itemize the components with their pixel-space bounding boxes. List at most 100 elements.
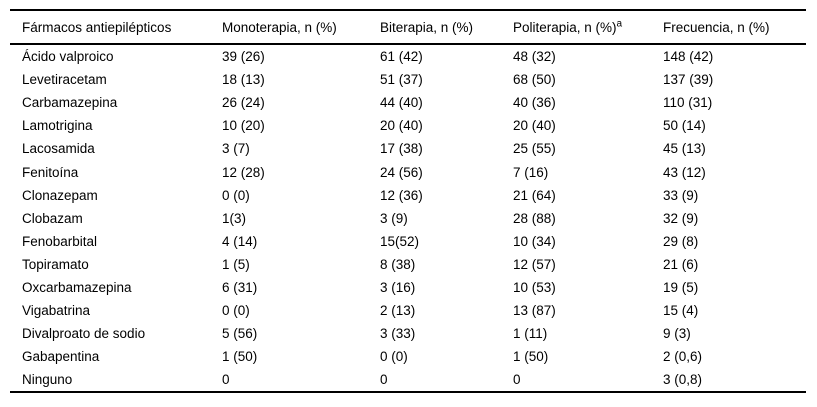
monoterapia-cell: 12 (28) — [222, 164, 265, 180]
biterapia-cell: 2 (13) — [380, 303, 416, 319]
monoterapia-cell: 39 (26) — [222, 49, 265, 65]
frecuencia-cell: 45 (13) — [663, 141, 706, 157]
drug-name-cell: Carbamazepina — [22, 95, 118, 111]
monoterapia-cell: 4 (14) — [222, 233, 258, 249]
drug-name-cell: Fenitoína — [22, 164, 79, 180]
monoterapia-cell: 0 (0) — [222, 303, 250, 319]
drug-name-cell: Gabapentina — [22, 349, 100, 365]
drug-name-cell: Topiramato — [22, 256, 89, 272]
frecuencia-cell: 3 (0,8) — [663, 372, 703, 388]
frecuencia-cell: 32 (9) — [663, 210, 699, 226]
antiepileptics-table-container: Fármacos antiepilépticos Monoterapia, n … — [10, 9, 806, 393]
politerapia-cell: 21 (64) — [513, 187, 556, 203]
politerapia-cell: 48 (32) — [513, 49, 556, 65]
frecuencia-cell: 110 (31) — [663, 95, 713, 111]
biterapia-cell: 8 (38) — [380, 256, 416, 272]
politerapia-cell: 10 (34) — [513, 233, 556, 249]
table-row: Clobazam 1(3) 3 (9) 28 (88) 32 (9) — [10, 207, 806, 230]
biterapia-cell: 61 (42) — [380, 49, 423, 65]
monoterapia-cell: 5 (56) — [222, 326, 258, 342]
biterapia-cell: 17 (38) — [380, 141, 423, 157]
biterapia-cell: 44 (40) — [380, 95, 423, 111]
frecuencia-cell: 9 (3) — [663, 326, 691, 342]
frecuencia-cell: 148 (42) — [663, 49, 714, 65]
column-header-frecuencia: Frecuencia, n (%) — [663, 19, 770, 35]
frecuencia-cell: 2 (0,6) — [663, 349, 703, 365]
biterapia-cell: 3 (16) — [380, 279, 416, 295]
politerapia-cell: 25 (55) — [513, 141, 556, 157]
antiepileptics-table: Fármacos antiepilépticos Monoterapia, n … — [10, 9, 806, 393]
drug-name-cell: Vigabatrina — [22, 303, 91, 319]
table-row: Lacosamida 3 (7) 17 (38) 25 (55) 45 (13) — [10, 137, 806, 160]
column-header-biterapia: Biterapia, n (%) — [380, 19, 474, 35]
drug-name-cell: Lacosamida — [22, 141, 95, 157]
table-row: Lamotrigina 10 (20) 20 (40) 20 (40) 50 (14) — [10, 114, 806, 137]
politerapia-cell: 10 (53) — [513, 279, 556, 295]
drug-name-cell: Levetiracetam — [22, 72, 107, 88]
biterapia-cell: 0 (0) — [380, 349, 408, 365]
table-header: Fármacos antiepilépticos Monoterapia, n … — [10, 10, 806, 44]
table-row: Gabapentina 1 (50) 0 (0) 1 (50) 2 (0,6) — [10, 345, 806, 368]
table-row: Vigabatrina 0 (0) 2 (13) 13 (87) 15 (4) — [10, 299, 806, 322]
frecuencia-cell: 43 (12) — [663, 164, 706, 180]
monoterapia-cell: 26 (24) — [222, 95, 265, 111]
politerapia-cell: 1 (50) — [513, 349, 549, 365]
column-header-politerapia: Politerapia, n (%)a — [513, 10, 663, 44]
politerapia-cell: 68 (50) — [513, 72, 556, 88]
header-row: Fármacos antiepilépticos Monoterapia, n … — [10, 10, 806, 44]
monoterapia-cell: 10 (20) — [222, 118, 265, 134]
monoterapia-cell: 1 (5) — [222, 256, 250, 272]
column-header-farmacos: Fármacos antiepilépticos — [22, 19, 172, 35]
drug-name-cell: Fenobarbital — [22, 233, 98, 249]
table-row: Levetiracetam 18 (13) 51 (37) 68 (50) 137 (3… — [10, 68, 806, 91]
politerapia-cell: 28 (88) — [513, 210, 556, 226]
frecuencia-cell: 29 (8) — [663, 233, 699, 249]
drug-name-cell: Ácido valproico — [22, 49, 114, 65]
table-body: Ácido valproico 39 (26) 61 (42) 48 (32) 148 … — [10, 44, 806, 393]
monoterapia-cell: 0 — [222, 372, 230, 388]
monoterapia-cell: 3 (7) — [222, 141, 250, 157]
frecuencia-cell: 15 (4) — [663, 303, 699, 319]
monoterapia-cell: 1(3) — [222, 210, 247, 226]
frecuencia-cell: 33 (9) — [663, 187, 699, 203]
column-header-monoterapia: Monoterapia, n (%) — [222, 19, 337, 35]
drug-name-cell: Clobazam — [22, 210, 83, 226]
politerapia-cell: 13 (87) — [513, 303, 556, 319]
table-row: Fenitoína 12 (28) 24 (56) 7 (16) 43 (12) — [10, 160, 806, 183]
column-header-politerapia-label: Politerapia, n (%) — [513, 19, 617, 35]
biterapia-cell: 15(52) — [380, 233, 420, 249]
frecuencia-cell: 21 (6) — [663, 256, 699, 272]
monoterapia-cell: 18 (13) — [222, 72, 265, 88]
biterapia-cell: 20 (40) — [380, 118, 423, 134]
table-row: Carbamazepina 26 (24) 44 (40) 40 (36) 110 (3… — [10, 91, 806, 114]
table-row: Topiramato 1 (5) 8 (38) 12 (57) 21 (6) — [10, 253, 806, 276]
politerapia-cell: 40 (36) — [513, 95, 556, 111]
biterapia-cell: 0 — [380, 372, 388, 388]
footnote-marker-a: a — [616, 18, 623, 29]
drug-name-cell: Ninguno — [22, 372, 73, 388]
table-row: Clonazepam 0 (0) 12 (36) 21 (64) 33 (9) — [10, 184, 806, 207]
politerapia-cell: 1 (11) — [513, 326, 548, 342]
politerapia-cell: 7 (16) — [513, 164, 549, 180]
monoterapia-cell: 6 (31) — [222, 279, 258, 295]
monoterapia-cell: 1 (50) — [222, 349, 258, 365]
frecuencia-cell: 19 (5) — [663, 279, 699, 295]
table-row: Ninguno 0 0 0 3 (0,8) — [10, 368, 806, 392]
drug-name-cell: Oxcarbamazepina — [22, 279, 132, 295]
politerapia-cell: 0 — [513, 372, 521, 388]
biterapia-cell: 51 (37) — [380, 72, 423, 88]
drug-name-cell: Lamotrigina — [22, 118, 93, 134]
drug-name-cell: Clonazepam — [22, 187, 98, 203]
table-row: Oxcarbamazepina 6 (31) 3 (16) 10 (53) 19 (5) — [10, 276, 806, 299]
table-row: Ácido valproico 39 (26) 61 (42) 48 (32) 148 … — [10, 44, 806, 68]
politerapia-cell: 20 (40) — [513, 118, 556, 134]
table-row: Fenobarbital 4 (14) 15(52) 10 (34) 29 (8) — [10, 230, 806, 253]
drug-name-cell: Divalproato de sodio — [22, 326, 146, 342]
frecuencia-cell: 50 (14) — [663, 118, 706, 134]
biterapia-cell: 12 (36) — [380, 187, 423, 203]
table-row: Divalproato de sodio 5 (56) 3 (33) 1 (11) 9 … — [10, 322, 806, 345]
monoterapia-cell: 0 (0) — [222, 187, 250, 203]
biterapia-cell: 3 (33) — [380, 326, 416, 342]
frecuencia-cell: 137 (39) — [663, 72, 714, 88]
biterapia-cell: 24 (56) — [380, 164, 423, 180]
